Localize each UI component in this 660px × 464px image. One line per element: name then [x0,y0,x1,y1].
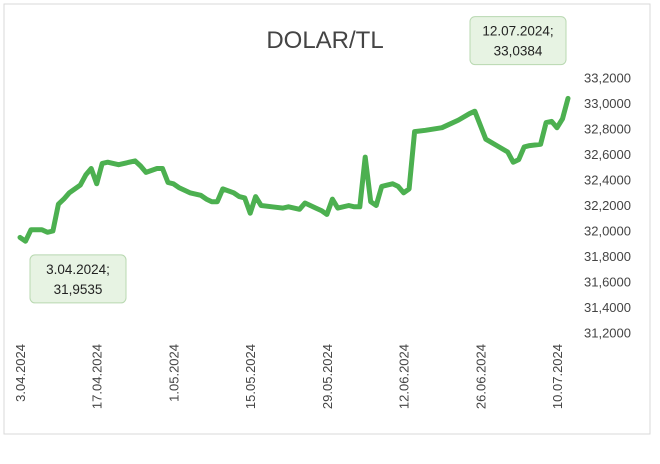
y-tick-label: 32,0000 [584,224,631,239]
callout-date: 12.07.2024; [482,24,553,39]
y-tick-label: 32,8000 [584,122,631,137]
y-tick-label: 31,2000 [584,326,631,341]
x-axis-ticks: 3.04.2024 17.04.2024 1.05.2024 15.05.2024 29… [13,344,565,409]
series-line [17,95,571,244]
y-axis-ticks: 31,2000 31,4000 31,6000 31,8000 32,0000 32,20… [584,71,631,341]
callout: 3.04.2024; 31,9535 [29,254,127,304]
x-tick-label: 29.05.2024 [320,344,335,409]
y-tick-label: 32,4000 [584,173,631,188]
y-tick-label: 31,8000 [584,249,631,264]
callout-box [469,16,567,66]
y-tick-label: 33,2000 [584,71,631,86]
y-tick-label: 31,4000 [584,300,631,315]
chart-frame [3,3,651,435]
x-tick-label: 1.05.2024 [166,344,181,402]
callout-box [29,254,127,304]
x-tick-label: 15.05.2024 [243,344,258,409]
x-tick-label: 12.06.2024 [397,344,412,409]
y-tick-label: 32,2000 [584,198,631,213]
callout-value: 31,9535 [54,282,103,297]
x-tick-label: 3.04.2024 [13,344,28,402]
callouts: 3.04.2024; 31,9535 12.07.2024; 33,0384 [29,16,567,304]
x-tick-label: 17.04.2024 [90,344,105,409]
callout-value: 33,0384 [494,44,543,59]
y-tick-label: 33,0000 [584,96,631,111]
chart-title: DOLAR/TL [266,27,383,54]
y-tick-label: 32,6000 [584,147,631,162]
y-tick-label: 31,6000 [584,275,631,290]
x-tick-label: 10.07.2024 [550,344,565,409]
x-tick-label: 26.06.2024 [473,344,488,409]
series-layer [17,95,571,244]
callout-date: 3.04.2024; [46,262,110,277]
callout: 12.07.2024; 33,0384 [469,16,567,66]
